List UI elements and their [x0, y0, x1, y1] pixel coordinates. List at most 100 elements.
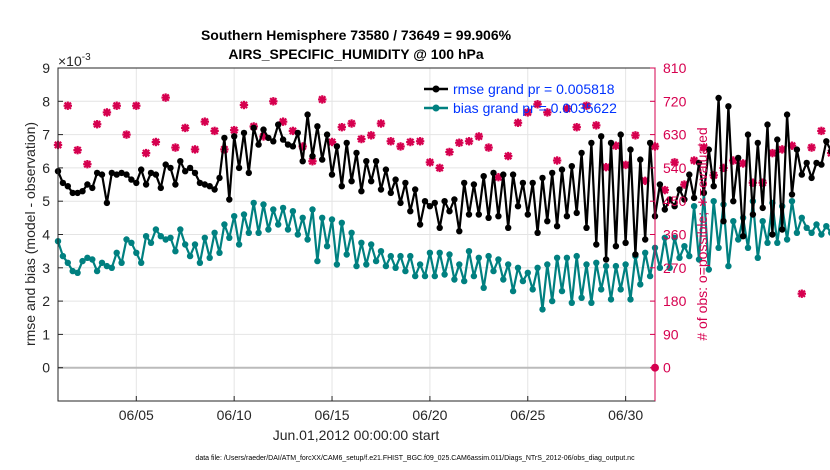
bias-marker [441, 271, 448, 278]
rmse-marker [319, 156, 326, 163]
rmse-marker [299, 158, 306, 165]
obs-evaluated-marker [425, 158, 435, 167]
y-left-tick-label: 4 [42, 227, 50, 243]
rmse-marker [177, 158, 184, 165]
bias-marker [123, 236, 130, 243]
obs-marker-stroke [817, 126, 826, 135]
bias-marker [666, 264, 673, 271]
rmse-marker [353, 149, 360, 157]
obs-evaluated-marker [396, 142, 405, 151]
obs-evaluated-marker [523, 108, 532, 117]
bias-marker [686, 252, 693, 260]
y-left-tick-label: 7 [42, 127, 50, 143]
obs-evaluated-marker [337, 123, 347, 132]
bias-marker [79, 257, 86, 265]
obs-marker-stroke [328, 138, 336, 146]
rmse-marker [553, 223, 561, 230]
bias-marker [421, 272, 429, 280]
rmse-marker [524, 211, 531, 218]
obs-marker-stroke [103, 108, 111, 117]
rmse-marker [612, 243, 620, 250]
rmse-marker [152, 171, 160, 178]
obs-marker-stroke [73, 146, 82, 155]
rmse-marker [637, 156, 644, 163]
bias-marker [514, 264, 522, 271]
rmse-marker [84, 181, 91, 188]
bias-marker [524, 269, 531, 276]
legend-rmse-marker [432, 85, 440, 93]
bias-marker [206, 254, 213, 261]
bias-marker [695, 256, 703, 263]
bias-marker [480, 284, 487, 291]
rmse-marker [461, 179, 468, 187]
bias-marker [818, 231, 825, 238]
obs-evaluated-marker [161, 93, 170, 102]
rmse-marker [387, 189, 394, 197]
bias-marker [681, 243, 688, 250]
bias-marker [710, 198, 717, 205]
obs-evaluated-marker [386, 137, 395, 146]
obs-marker-stroke [768, 149, 777, 158]
bias-marker [416, 261, 424, 268]
bias-marker [167, 234, 174, 241]
obs-evaluated-marker [513, 118, 523, 127]
bias-marker [402, 267, 409, 275]
bias-marker [808, 229, 815, 236]
obs-marker-stroke [445, 148, 454, 156]
rmse-marker [294, 129, 301, 137]
bias-marker [646, 272, 654, 280]
obs-marker-stroke [484, 143, 493, 152]
rmse-marker [368, 178, 375, 185]
rmse-marker [89, 184, 96, 192]
bias-marker [622, 261, 629, 268]
bias-marker [735, 236, 742, 243]
rmse-marker [749, 211, 757, 218]
bias-marker [255, 229, 262, 236]
rmse-marker [656, 181, 664, 188]
y-left-tick-label: 0 [42, 360, 50, 376]
rmse-marker [426, 203, 434, 210]
obs-marker-stroke [63, 101, 72, 110]
bias-marker [412, 272, 419, 280]
obs-evaluated-marker [631, 131, 640, 140]
bias-marker [465, 248, 473, 255]
bias-marker [348, 229, 355, 236]
rmse-marker [573, 209, 580, 217]
rmse-marker [793, 146, 801, 153]
rmse-marker [343, 139, 350, 147]
bias-marker [407, 252, 414, 260]
rmse-marker [529, 179, 536, 187]
obs-marker-stroke [660, 186, 669, 195]
bias-marker [128, 239, 135, 246]
bias-marker [377, 248, 385, 255]
bias-marker [289, 208, 297, 215]
bias-marker [245, 229, 252, 236]
rmse-marker [172, 181, 179, 188]
rmse-marker [304, 111, 311, 118]
y-axis-right: 0 90 180 270 360 450 540 630 720 810 [650, 60, 687, 401]
bias-marker [333, 261, 341, 268]
obs-marker-stroke [191, 145, 199, 154]
bias-marker [793, 229, 801, 236]
rmse-marker [206, 183, 213, 190]
obs-marker-stroke [122, 130, 131, 139]
bias-marker [715, 244, 722, 251]
rmse-marker [774, 136, 781, 143]
y-right-tick-label: 270 [663, 260, 687, 276]
rmse-marker [431, 199, 438, 207]
obs-evaluated-marker [318, 95, 327, 104]
rmse-marker [451, 196, 458, 203]
rmse-marker [284, 141, 292, 148]
obs-evaluated-marker [778, 145, 787, 154]
rmse-marker [779, 226, 786, 233]
obs-evaluated-marker [464, 137, 474, 146]
bias-marker [656, 264, 664, 271]
obs-evaluated-marker [63, 101, 72, 110]
bias-series [54, 189, 830, 313]
rmse-marker [314, 123, 321, 130]
bias-marker [705, 266, 712, 273]
rmse-marker [788, 191, 796, 198]
obs-evaluated-marker [347, 119, 356, 128]
bias-marker [549, 297, 556, 305]
bias-marker [235, 241, 243, 248]
